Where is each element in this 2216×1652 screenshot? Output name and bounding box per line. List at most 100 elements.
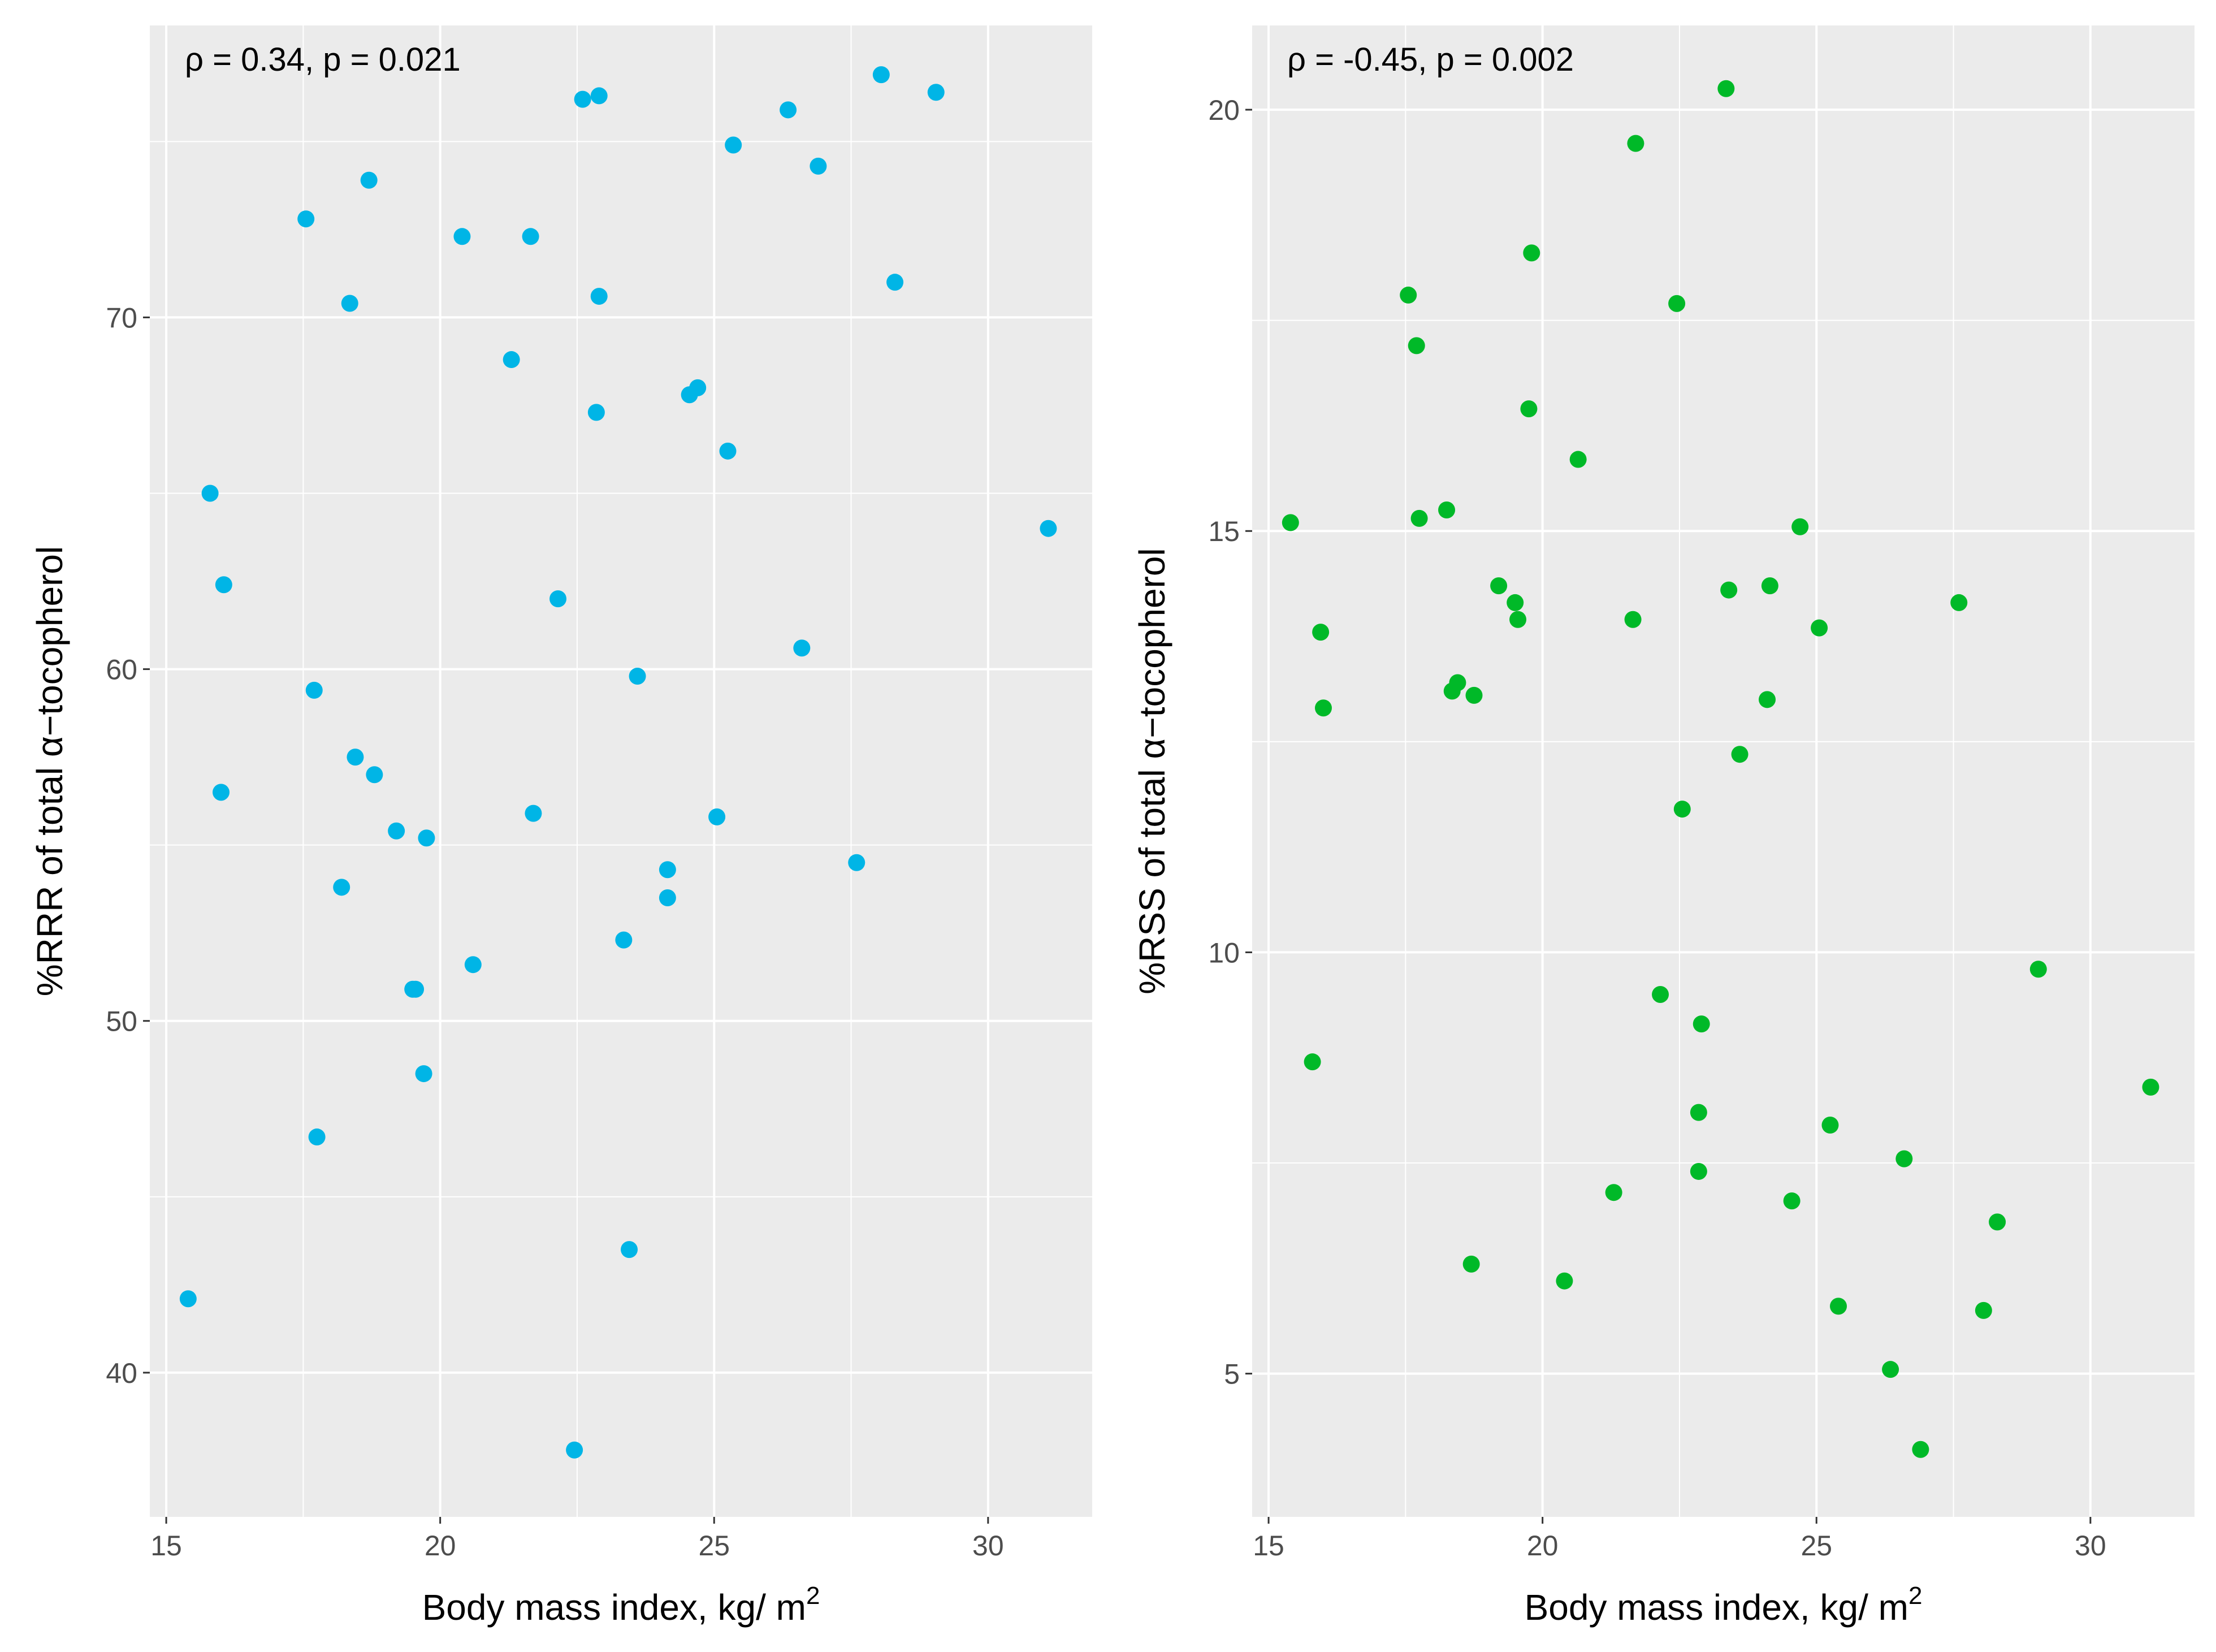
data-point: [1627, 135, 1644, 152]
data-point: [1673, 801, 1691, 818]
data-point: [1652, 985, 1669, 1003]
data-point: [1449, 674, 1466, 691]
data-point: [407, 980, 425, 998]
data-point: [1509, 611, 1527, 628]
x-tick-label: 25: [1800, 1530, 1832, 1562]
data-point: [886, 274, 904, 291]
data-point: [1811, 619, 1828, 637]
data-point: [388, 822, 405, 840]
data-point: [1783, 1192, 1800, 1210]
data-point: [1410, 509, 1428, 527]
x-tick-label: 15: [150, 1530, 182, 1562]
y-tick-label: 15: [1208, 516, 1240, 547]
data-point: [708, 808, 726, 825]
data-point: [525, 805, 542, 822]
data-point: [2142, 1078, 2159, 1096]
data-point: [1989, 1213, 2006, 1231]
data-point: [1556, 1272, 1573, 1290]
data-point: [927, 84, 945, 101]
data-point: [1282, 514, 1299, 531]
data-point: [590, 87, 608, 105]
data-point: [341, 295, 358, 312]
data-point: [1314, 699, 1332, 717]
data-point: [1717, 80, 1735, 97]
data-point: [659, 861, 676, 879]
data-point: [629, 668, 646, 685]
left-scatter-panel: 15 20 25 30 40 50 60 70 ρ = 0.34, p = 0.021 Body …: [29, 25, 1092, 1628]
data-point: [1490, 577, 1508, 595]
data-point: [333, 879, 350, 896]
y-tick-label: 60: [106, 654, 137, 686]
x-tick-label: 30: [972, 1530, 1004, 1562]
data-point: [1791, 518, 1809, 535]
data-point: [566, 1441, 583, 1459]
y-tick-label: 40: [106, 1357, 137, 1389]
data-point: [415, 1065, 432, 1083]
data-point: [574, 90, 591, 108]
right-scatter-panel: 15 20 25 30 5 10 15 20 ρ = -0.45, p = 0.002 Body …: [1132, 25, 2195, 1628]
data-point: [305, 681, 323, 699]
correlation-annotation: ρ = 0.34, p = 0.021: [185, 41, 461, 78]
data-point: [1304, 1053, 1321, 1071]
data-point: [793, 639, 811, 657]
data-point: [1690, 1162, 1707, 1180]
x-axis-title-text: Body mass index, kg/ m: [1525, 1587, 1908, 1628]
x-axis-title-superscript: 2: [806, 1582, 820, 1610]
data-point: [1438, 501, 1456, 518]
data-point: [1624, 611, 1642, 628]
y-tick-label: 50: [106, 1006, 137, 1037]
data-point: [347, 749, 364, 766]
data-point: [1465, 686, 1483, 704]
x-tick-label: 30: [2075, 1530, 2106, 1562]
data-point: [615, 931, 633, 949]
x-tick-label: 20: [425, 1530, 456, 1562]
data-point: [1731, 746, 1748, 763]
data-point: [549, 590, 567, 608]
data-point: [215, 576, 232, 594]
data-point: [725, 136, 742, 154]
data-point: [872, 66, 890, 84]
y-tick-label: 5: [1224, 1359, 1240, 1390]
y-tick-label: 70: [106, 302, 137, 334]
data-point: [719, 442, 737, 460]
y-tick-label: 20: [1208, 94, 1240, 126]
data-point: [1312, 624, 1330, 641]
y-tick-label: 10: [1208, 937, 1240, 968]
data-point: [1720, 581, 1738, 599]
data-point: [1690, 1104, 1707, 1121]
data-point: [297, 210, 315, 228]
correlation-annotation: ρ = -0.45, p = 0.002: [1287, 41, 1574, 78]
plot-background: [1252, 25, 2195, 1517]
data-point: [464, 956, 482, 974]
data-point: [1693, 1015, 1710, 1033]
data-point: [212, 784, 230, 801]
data-point: [1759, 691, 1776, 708]
data-point: [2029, 961, 2047, 978]
data-point: [1950, 594, 1968, 611]
data-point: [1462, 1255, 1480, 1273]
x-axis-title-text: Body mass index, kg/ m: [422, 1587, 806, 1628]
data-point: [1912, 1441, 1929, 1458]
data-point: [503, 351, 520, 369]
data-point: [1400, 286, 1417, 304]
data-point: [360, 171, 378, 189]
data-point: [1605, 1184, 1622, 1201]
data-point: [590, 288, 608, 305]
data-point: [1507, 594, 1524, 611]
data-point: [1523, 244, 1540, 262]
data-point: [179, 1290, 197, 1308]
x-axis-title: Body mass index, kg/ m2: [1525, 1582, 1923, 1628]
data-point: [522, 228, 539, 245]
x-axis-title: Body mass index, kg/ m2: [422, 1582, 820, 1628]
data-point: [1975, 1301, 1992, 1319]
data-point: [1882, 1361, 1899, 1378]
data-point: [453, 228, 471, 245]
data-point: [1761, 577, 1778, 595]
data-point: [1408, 337, 1425, 354]
x-axis-title-superscript: 2: [1908, 1582, 1922, 1610]
data-point: [1895, 1150, 1913, 1167]
plot-background: [150, 25, 1092, 1517]
data-point: [1040, 520, 1057, 537]
